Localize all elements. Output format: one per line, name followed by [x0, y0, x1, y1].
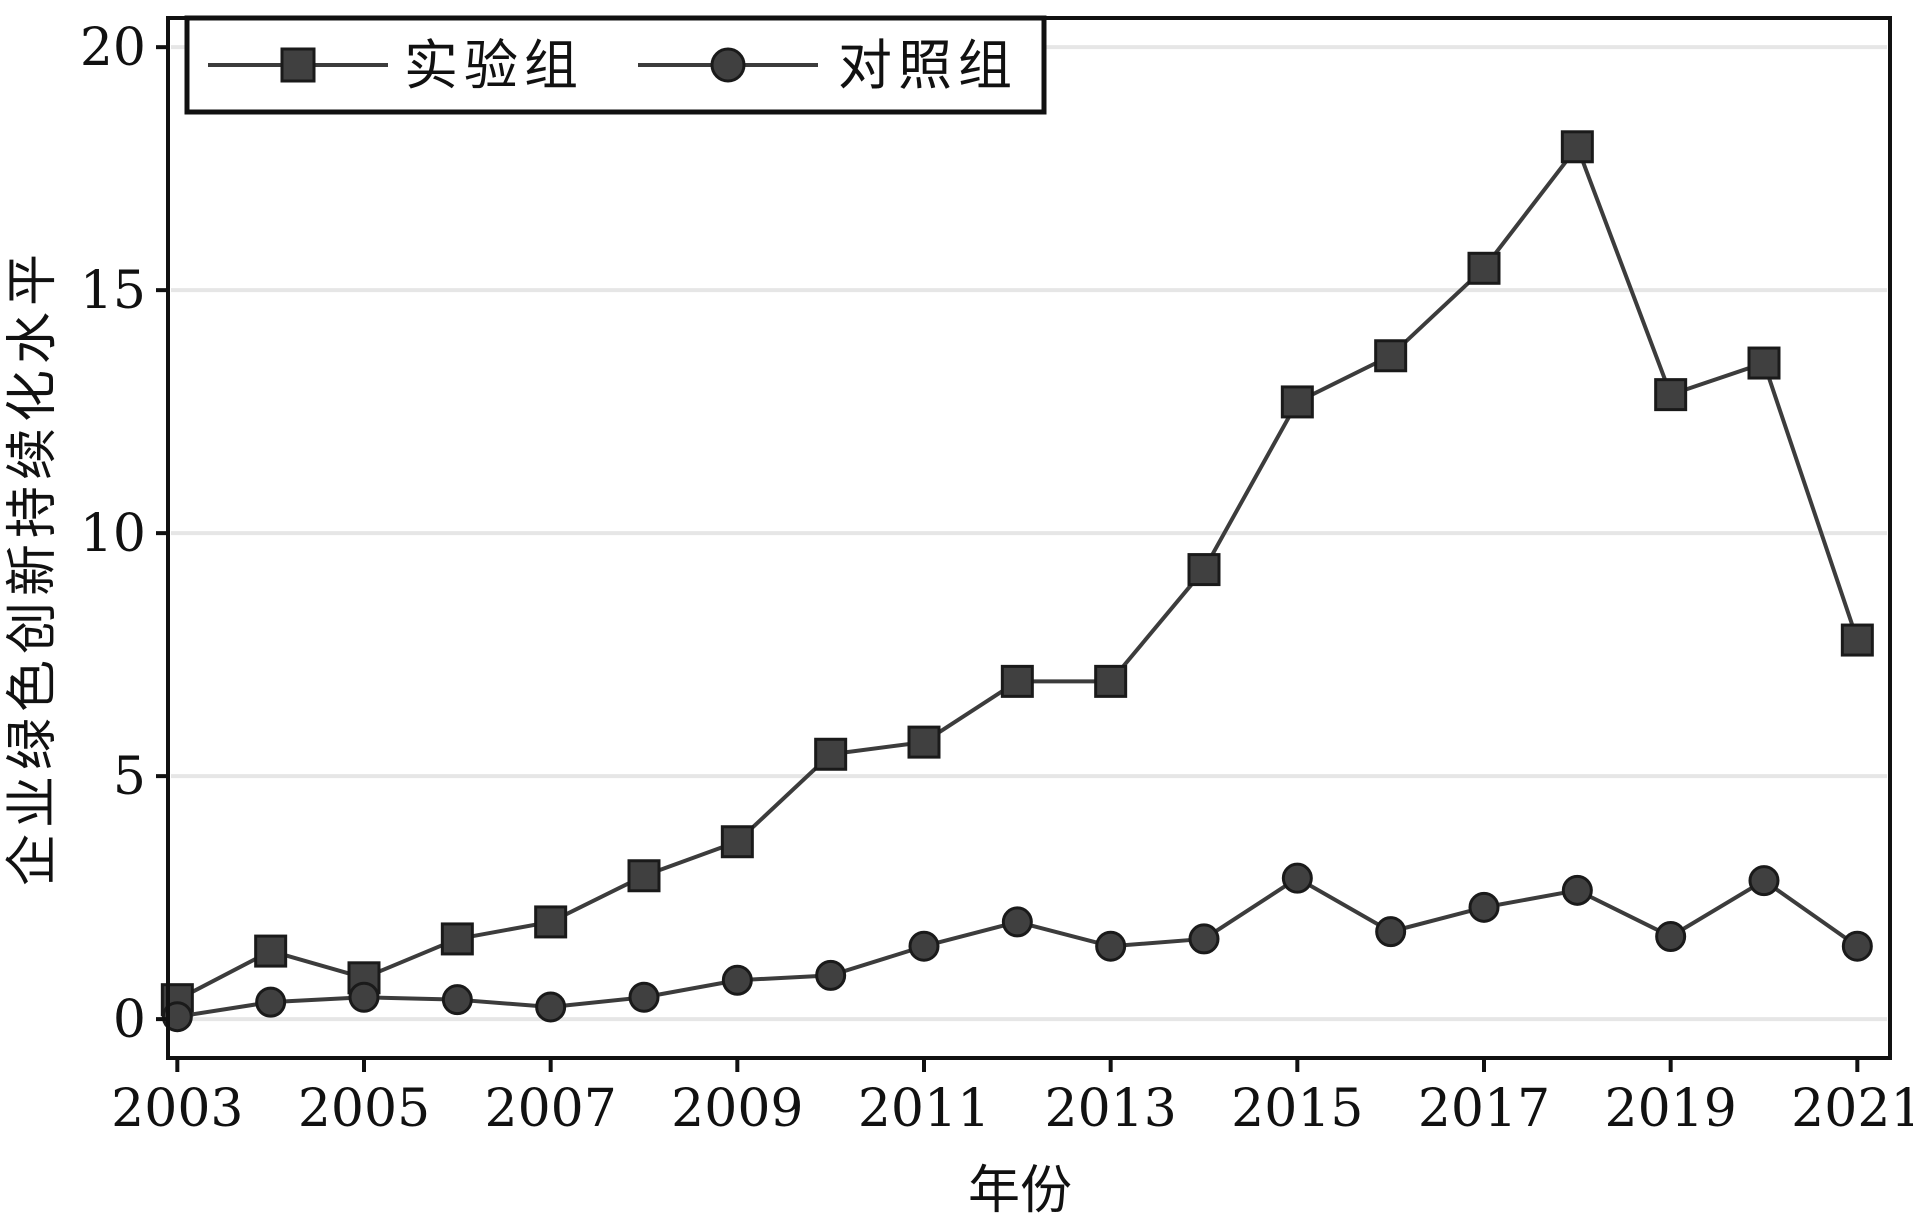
data-point-circle — [908, 930, 940, 962]
data-point-square — [440, 922, 474, 956]
x-tick-label: 2015 — [1231, 1079, 1363, 1139]
x-tick-label: 2017 — [1418, 1079, 1550, 1139]
data-point-circle — [441, 984, 473, 1016]
legend: 实验组 对照组 — [184, 15, 1047, 115]
data-point-square — [1654, 378, 1688, 412]
legend-label-series-1: 实验组 — [404, 34, 584, 97]
data-point-circle — [1655, 921, 1687, 953]
data-point-square — [1560, 130, 1594, 164]
data-point-square — [1280, 385, 1314, 419]
data-point-square — [720, 825, 754, 859]
data-point-circle — [815, 959, 847, 991]
data-point-square — [534, 905, 568, 939]
data-point-circle — [1748, 865, 1780, 897]
x-tick-label: 2009 — [671, 1079, 803, 1139]
y-tick-label: 0 — [113, 990, 146, 1050]
series-lines — [160, 130, 1874, 1033]
data-point-circle — [1468, 891, 1500, 923]
x-tick-label: 2005 — [298, 1079, 430, 1139]
data-point-square — [1467, 251, 1501, 285]
data-point-circle — [535, 991, 567, 1023]
data-point-circle — [348, 981, 380, 1013]
x-tick-label: 2013 — [1044, 1079, 1176, 1139]
data-point-circle — [1281, 862, 1313, 894]
y-tick-label: 10 — [80, 504, 146, 564]
data-point-square — [1000, 664, 1034, 698]
data-point-square — [1094, 664, 1128, 698]
data-point-square — [1840, 623, 1874, 657]
data-point-circle — [721, 964, 753, 996]
x-tick-label: 2021 — [1791, 1079, 1913, 1139]
data-point-circle — [1375, 916, 1407, 948]
plot-frame — [166, 16, 1892, 1060]
data-point-square — [1374, 339, 1408, 373]
legend-label-series-2: 对照组 — [838, 34, 1018, 97]
y-tick-label: 20 — [80, 18, 146, 78]
data-point-square — [627, 859, 661, 893]
data-point-square — [1187, 553, 1221, 587]
y-tick-label: 15 — [80, 261, 146, 321]
data-point-square — [814, 737, 848, 771]
x-tick-label: 2019 — [1604, 1079, 1736, 1139]
legend-circle-marker — [710, 47, 746, 83]
data-point-circle — [1841, 930, 1873, 962]
y-axis-title: 企业绿色创新持续化水平 — [3, 248, 63, 886]
x-tick-label: 2007 — [484, 1079, 616, 1139]
data-point-circle — [255, 986, 287, 1018]
data-point-square — [907, 725, 941, 759]
gridlines — [171, 45, 1887, 1022]
data-point-circle — [1561, 874, 1593, 906]
x-axis-title: 年份 — [968, 1161, 1072, 1218]
data-point-circle — [1001, 906, 1033, 938]
series-line-2 — [177, 876, 1859, 1019]
x-tick-label: 2011 — [858, 1079, 990, 1139]
tick-labels: 0 5 10 15 20 2003 2005 2007 2009 2011 2013 2015 2017… — [80, 18, 1913, 1139]
data-point-circle — [161, 1001, 193, 1033]
data-point-square — [254, 934, 288, 968]
data-point-circle — [1188, 923, 1220, 955]
legend-square-marker — [280, 47, 316, 83]
data-point-square — [1747, 346, 1781, 380]
y-tick-label: 5 — [113, 747, 146, 807]
series-line-1 — [176, 144, 1860, 1002]
x-tick-label: 2003 — [111, 1079, 243, 1139]
data-point-circle — [628, 981, 660, 1013]
data-point-circle — [1095, 930, 1127, 962]
